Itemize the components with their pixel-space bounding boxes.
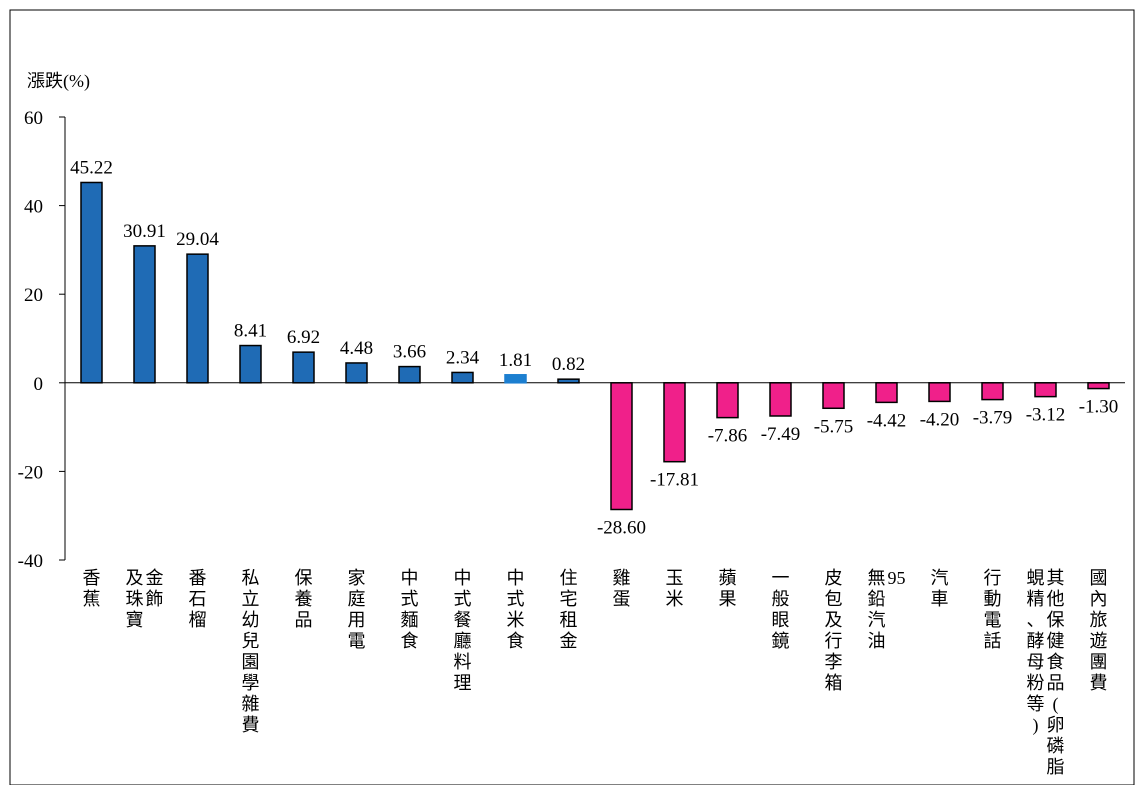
bar (557, 378, 580, 384)
category-label: 家庭用電 (348, 568, 366, 651)
bar (769, 382, 792, 417)
bar (398, 365, 421, 384)
value-label: 2.34 (446, 347, 480, 368)
category-label: 金飾 (146, 568, 164, 609)
value-label: -5.75 (814, 416, 854, 437)
bar (663, 382, 686, 463)
value-label: 29.04 (176, 229, 219, 250)
value-label: -3.79 (973, 408, 1013, 429)
category-label: 中式米食 (507, 568, 525, 651)
bar (186, 253, 209, 384)
bar (1087, 382, 1110, 390)
value-label: 6.92 (287, 327, 320, 348)
bar (239, 344, 262, 384)
category-label: 95 (888, 568, 906, 588)
bar (504, 374, 527, 384)
category-label: 其他保健食品(卵磷脂、 (1047, 568, 1065, 785)
bar (928, 382, 951, 403)
value-label: -1.30 (1079, 397, 1119, 418)
value-label: 3.66 (393, 342, 426, 363)
value-label: 45.22 (70, 157, 113, 178)
bar (610, 382, 633, 511)
category-label: 私立幼兒園學雜費 (242, 568, 260, 735)
y-tick-label: 0 (34, 374, 44, 395)
y-tick-label: 60 (24, 108, 43, 129)
category-label: 皮包及行李箱 (825, 568, 843, 693)
bar (716, 382, 739, 419)
y-tick-label: 40 (24, 197, 43, 218)
bar (292, 351, 315, 384)
y-tick-label: -40 (18, 551, 43, 572)
value-label: -7.86 (708, 426, 748, 447)
bar (451, 371, 474, 384)
bar (981, 382, 1004, 401)
category-label: 玉米 (666, 568, 684, 609)
category-label: 番石榴 (189, 568, 207, 630)
category-label: 無鉛汽油 (868, 568, 886, 651)
category-label: 行動電話 (984, 568, 1002, 651)
value-label: -4.42 (867, 410, 907, 431)
chart-frame (9, 9, 1135, 786)
bar (822, 382, 845, 410)
bar (345, 362, 368, 384)
y-tick-label: -20 (18, 462, 43, 483)
category-label: 國內旅遊團費 (1090, 568, 1108, 693)
category-label: 中式餐廳料理 (454, 568, 472, 693)
value-label: -3.12 (1026, 405, 1066, 426)
category-label: 住宅租金 (560, 568, 578, 651)
category-label: 雞蛋 (613, 568, 631, 609)
category-label: 及珠寶 (126, 568, 144, 630)
category-label: 中式麵食 (401, 568, 419, 651)
bar (1034, 382, 1057, 398)
category-label: 一般眼鏡 (772, 568, 790, 651)
value-label: 30.91 (123, 221, 166, 242)
value-label: -28.60 (597, 517, 646, 538)
value-label: -4.20 (920, 409, 960, 430)
bars (80, 181, 1110, 511)
bar (875, 382, 898, 404)
category-label: 保養品 (295, 568, 313, 630)
bar (80, 181, 103, 384)
y-axis-title: 漲跌(%) (27, 71, 90, 92)
value-label: 0.82 (552, 354, 585, 375)
y-tick-label: 20 (24, 285, 43, 306)
category-label: 汽車 (931, 568, 949, 609)
value-label: -17.81 (650, 470, 699, 491)
value-label: 4.48 (340, 338, 373, 359)
value-label: 8.41 (234, 321, 267, 342)
value-label: -7.49 (761, 424, 801, 445)
value-label: 1.81 (499, 350, 532, 371)
bar (133, 245, 156, 384)
value-labels: 45.22 30.91 29.04 8.41 6.92 4.48 3.66 2.34 1.81 0… (70, 157, 1118, 538)
category-label: 香蕉 (83, 568, 101, 609)
category-label: 蘋果 (719, 568, 737, 609)
category-label: 蜆精、酵母粉等) (1027, 568, 1045, 736)
